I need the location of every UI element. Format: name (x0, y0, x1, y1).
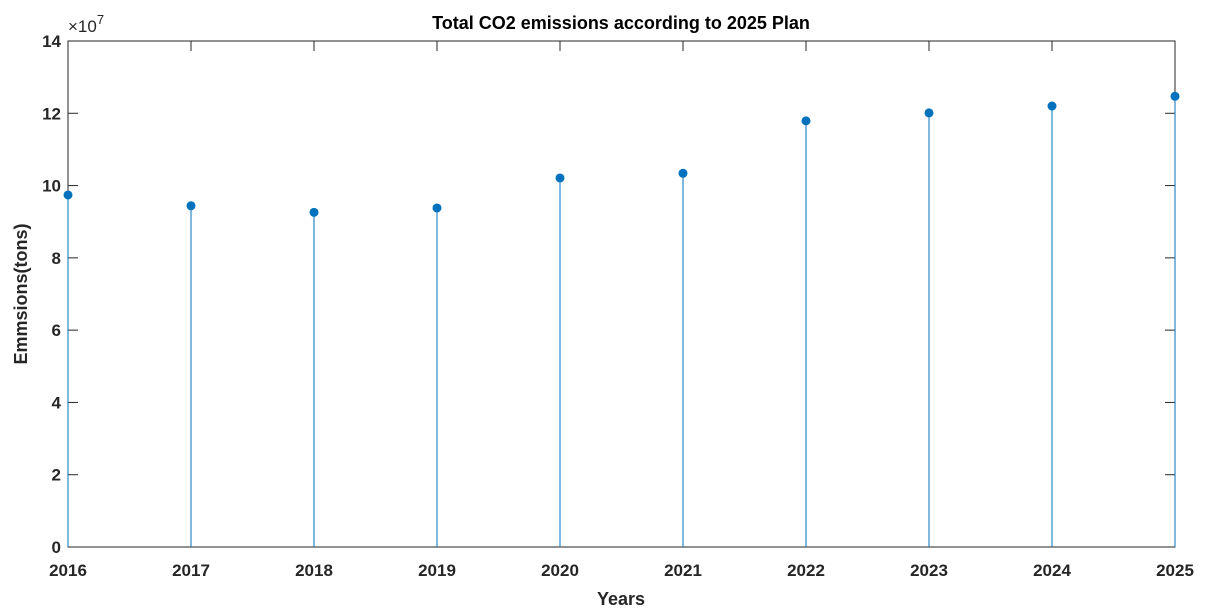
x-tick-label: 2020 (541, 561, 579, 580)
y-tick-label: 6 (52, 321, 61, 340)
y-tick-label: 0 (52, 538, 61, 557)
x-axis-label: Years (597, 589, 645, 608)
stem-marker (432, 203, 442, 213)
x-tick-label: 2018 (295, 561, 333, 580)
stem-marker (186, 201, 196, 211)
y-axis-exponent: ×107 (68, 12, 104, 36)
x-tick-label: 2017 (172, 561, 210, 580)
x-tick-label: 2019 (418, 561, 456, 580)
y-tick-label: 14 (42, 32, 61, 51)
x-tick-label: 2022 (787, 561, 825, 580)
y-exponent-base: ×10 (68, 17, 97, 36)
stem-marker (309, 207, 319, 217)
data-series (63, 91, 1180, 547)
plot-area (67, 40, 1176, 548)
stem-marker (678, 168, 688, 178)
stem-marker (63, 190, 73, 200)
y-axis-ticks: 0 2 4 6 8 10 12 14 (42, 32, 1175, 557)
stem-marker (801, 116, 811, 126)
y-exponent-power: 7 (97, 12, 104, 27)
stem-marker (1170, 91, 1180, 101)
y-tick-label: 4 (52, 393, 62, 412)
chart-title: Total CO2 emissions according to 2025 Pl… (432, 13, 810, 33)
y-tick-label: 2 (52, 466, 61, 485)
stem-marker (555, 173, 565, 183)
x-tick-label: 2021 (664, 561, 702, 580)
y-tick-label: 12 (42, 104, 61, 123)
stem-marker (1047, 101, 1057, 111)
y-tick-label: 8 (52, 249, 61, 268)
stem-marker (924, 108, 934, 118)
y-axis-label: Emmsions(tons) (11, 223, 31, 364)
y-tick-label: 10 (42, 177, 61, 196)
x-tick-label: 2024 (1033, 561, 1071, 580)
x-tick-label: 2016 (49, 561, 87, 580)
x-tick-label: 2025 (1156, 561, 1194, 580)
x-tick-label: 2023 (910, 561, 948, 580)
